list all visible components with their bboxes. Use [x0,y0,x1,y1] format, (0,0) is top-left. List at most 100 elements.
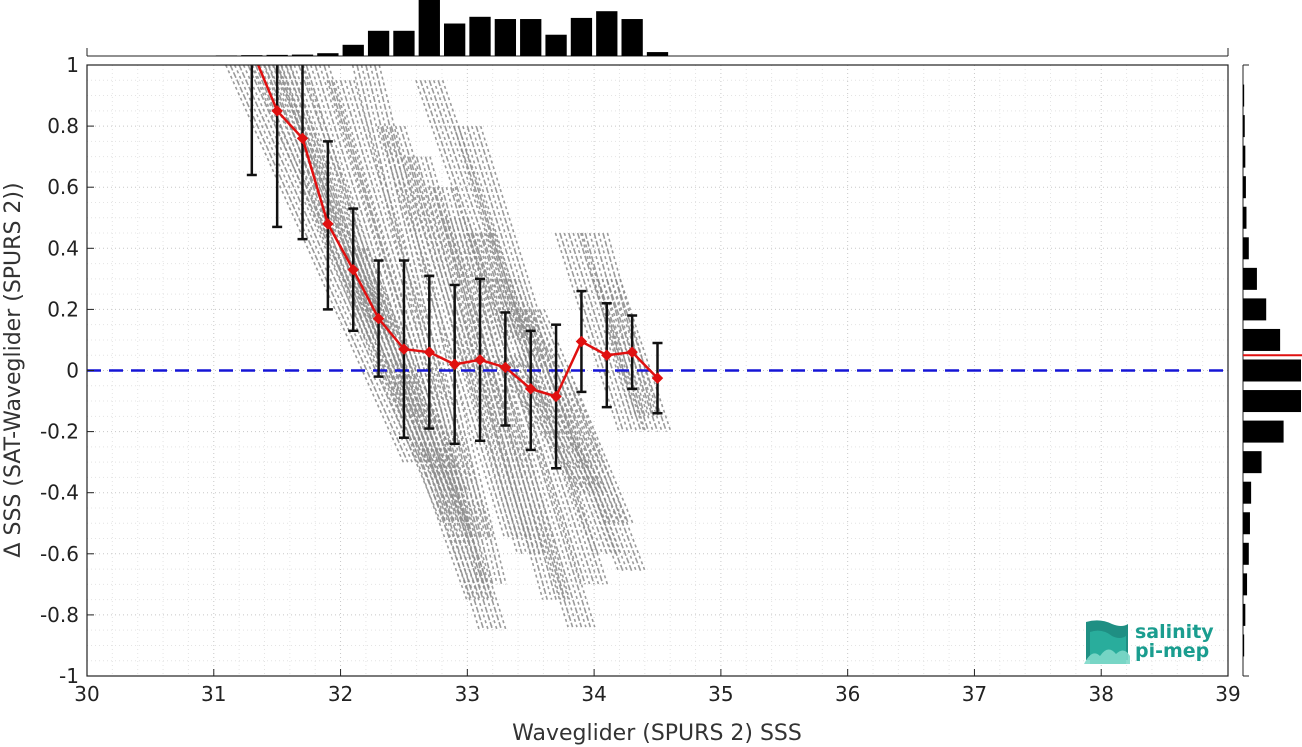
scatter-points [479,125,558,371]
scatter-points [326,80,468,539]
mean-point [448,358,461,371]
right-histogram-bar [1243,481,1252,504]
scatter-points [259,65,451,524]
mean-point [499,361,512,374]
y-axis-label: Δ SSS (SAT-Waveglider (SPURS 2)) [1,182,26,557]
scatter-points [488,232,604,585]
scatter-streak [440,217,596,628]
scatter-points [250,65,443,524]
y-tick-label: -0.4 [40,481,79,505]
x-tick-label: 31 [201,682,226,706]
scatter-streak [326,80,495,539]
scatter-points [563,232,629,432]
y-tick-label: 0 [66,359,79,383]
scatter-points [427,186,544,600]
mean-point [651,372,664,384]
scatter-points [465,232,582,585]
top-histogram-bar [418,0,440,56]
scatter-points [470,232,586,585]
scatter-points [614,278,668,432]
main-plot: 30 31 32 33 34 35 36 37 38 39 -1 -0.8 -0.6 -0.4 -0.2 0… [40,53,1241,706]
scatter-points [580,232,633,417]
scatter-points [471,125,549,371]
top-histogram-bar [317,53,339,56]
scatter-points [441,80,533,341]
top-histogram [86,0,1229,57]
scatter-points [297,65,490,600]
scatter-points [450,186,566,600]
scatter-points [606,232,659,417]
scatter-points [344,80,486,539]
scatter-points [351,65,481,585]
x-tick-label: 30 [74,682,99,706]
top-histogram-bar [367,30,390,56]
right-histogram-bar [1243,634,1245,657]
right-histogram-bar [1243,603,1246,626]
scatter-points [555,370,633,573]
right-histogram-bar [1243,145,1246,168]
scatter-points [275,65,468,600]
scatter-points [254,65,447,524]
scatter-streak [427,186,571,600]
top-histogram-bar [570,17,593,57]
scatter-points [436,186,553,600]
mean-point [575,335,588,348]
mean-point [296,132,309,145]
scatter-points [229,65,409,463]
right-histogram-bar [1243,115,1245,138]
salinity-pi-mep-logo: salinity pi-mep [1084,620,1214,664]
scatter-streak [351,65,507,585]
right-histogram-bar [1243,206,1247,229]
mean-point [271,105,283,117]
scatter-points [242,65,422,463]
scatter-points [356,65,485,585]
right-histogram-bar [1243,328,1281,351]
scatter-points [402,156,519,555]
scatter-points [353,80,495,539]
scatter-points [406,156,523,555]
scatter-points [597,232,651,417]
right-histogram-bar [1243,176,1246,199]
top-histogram-bar [469,16,491,56]
right-histogram-bar [1243,420,1284,443]
right-histogram-bar [1243,542,1249,565]
top-histogram-bar [241,55,263,56]
mean-point [474,354,486,366]
scatter-points [415,156,532,555]
scatter-points [445,217,574,628]
logo-wave-icon [1084,620,1130,664]
scatter-streak [491,354,609,494]
scatter-points [271,65,375,341]
y-tick-label: 0.4 [47,236,79,260]
scatter-points [474,232,591,585]
y-tick-label: -1 [59,664,79,688]
mean-point [626,346,638,358]
scatter-points [233,65,413,463]
scatter-points [581,232,647,432]
top-histogram-bar [444,23,466,56]
scatter-points [513,354,604,494]
right-histogram-bars [1243,84,1301,657]
scatter-points [309,65,490,631]
scatter-points [420,156,536,555]
y-tick-label: 0.6 [47,175,79,199]
scatter-points [335,80,477,539]
x-tick-label: 36 [835,682,860,706]
scatter-points [559,232,625,432]
scatter-points [411,156,528,555]
scatter-points [483,232,600,585]
scatter-points [462,125,540,371]
right-histogram-bar [1243,359,1301,382]
mean-point [601,349,613,361]
scatter-points [479,232,595,585]
error-bar [272,65,283,229]
scatter-points [374,65,503,585]
scatter-points [457,125,536,371]
x-tick-label: 34 [581,682,606,706]
y-tick-label: 0.8 [47,114,79,138]
x-axis-label: Waveglider (SPURS 2) SSS [512,721,802,746]
scatter-points [360,65,490,585]
right-histogram-bar [1243,451,1262,474]
mean-point [372,312,385,325]
scatter-points [301,65,481,631]
